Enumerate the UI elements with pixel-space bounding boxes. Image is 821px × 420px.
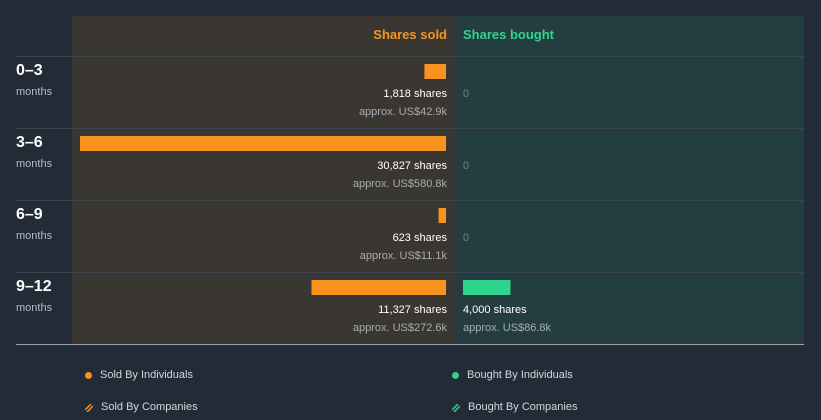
orange-dot-icon — [85, 372, 92, 379]
sold-shares-label: 11,327 shares — [378, 304, 447, 316]
sold-shares-label: 30,827 shares — [377, 160, 447, 172]
shares-sold-header: Shares sold — [373, 27, 447, 42]
sold-bar[interactable] — [424, 64, 446, 79]
period-unit: months — [16, 302, 53, 314]
legend-label: Bought By Individuals — [467, 369, 573, 381]
period-label: 9–12 — [16, 278, 52, 295]
period-label: 3–6 — [16, 134, 43, 151]
bought-shares-label: 4,000 shares — [463, 304, 527, 316]
period-unit: months — [16, 86, 53, 98]
legend-label: Bought By Companies — [468, 401, 578, 413]
bought-value-label: approx. US$86.8k — [463, 322, 552, 334]
legend-item-sold-individuals[interactable]: Sold By Individuals — [85, 369, 193, 382]
sold-bar[interactable] — [311, 280, 446, 295]
sold-value-label: approx. US$580.8k — [352, 178, 447, 190]
sold-shares-label: 1,818 shares — [383, 88, 447, 100]
bought-bar[interactable] — [463, 280, 511, 295]
sold-bar[interactable] — [80, 136, 446, 151]
legend-item-bought-individuals[interactable]: Bought By Individuals — [452, 369, 573, 382]
sold-bar[interactable] — [438, 208, 446, 223]
green-hatch-icon — [452, 403, 460, 412]
shares-bought-header: Shares bought — [463, 27, 555, 42]
orange-hatch-icon — [85, 403, 93, 412]
green-dot-icon — [452, 372, 459, 379]
legend-item-sold-companies[interactable]: Sold By Companies — [85, 401, 198, 414]
legend-item-bought-companies[interactable]: Bought By Companies — [452, 401, 577, 414]
bought-column-background — [455, 16, 804, 344]
legend-label: Sold By Companies — [101, 401, 198, 413]
period-label: 0–3 — [16, 62, 43, 79]
bought-zero-label: 0 — [463, 88, 470, 100]
bought-zero-label: 0 — [463, 160, 470, 172]
sold-shares-label: 623 shares — [392, 232, 447, 244]
period-label: 6–9 — [16, 206, 43, 223]
period-unit: months — [16, 158, 53, 170]
legend-label: Sold By Individuals — [100, 369, 193, 381]
sold-value-label: approx. US$11.1k — [359, 250, 447, 262]
sold-value-label: approx. US$42.9k — [358, 106, 447, 118]
period-unit: months — [16, 230, 53, 242]
sold-value-label: approx. US$272.6k — [352, 322, 447, 334]
bought-zero-label: 0 — [463, 232, 470, 244]
